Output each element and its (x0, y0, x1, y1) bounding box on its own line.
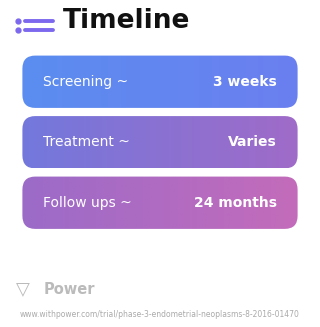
Text: Varies: Varies (228, 135, 277, 149)
Text: Treatment ~: Treatment ~ (43, 135, 130, 149)
Text: Screening ~: Screening ~ (43, 75, 128, 89)
FancyBboxPatch shape (22, 177, 298, 229)
FancyBboxPatch shape (22, 56, 298, 108)
Text: www.withpower.com/trial/phase-3-endometrial-neoplasms-8-2016-01470: www.withpower.com/trial/phase-3-endometr… (20, 310, 300, 319)
Text: ▽: ▽ (15, 280, 29, 299)
Text: Follow ups ~: Follow ups ~ (43, 196, 132, 210)
Text: 24 months: 24 months (194, 196, 277, 210)
Text: 3 weeks: 3 weeks (213, 75, 277, 89)
FancyBboxPatch shape (22, 116, 298, 168)
Text: Power: Power (43, 282, 95, 297)
Text: Timeline: Timeline (62, 8, 190, 34)
